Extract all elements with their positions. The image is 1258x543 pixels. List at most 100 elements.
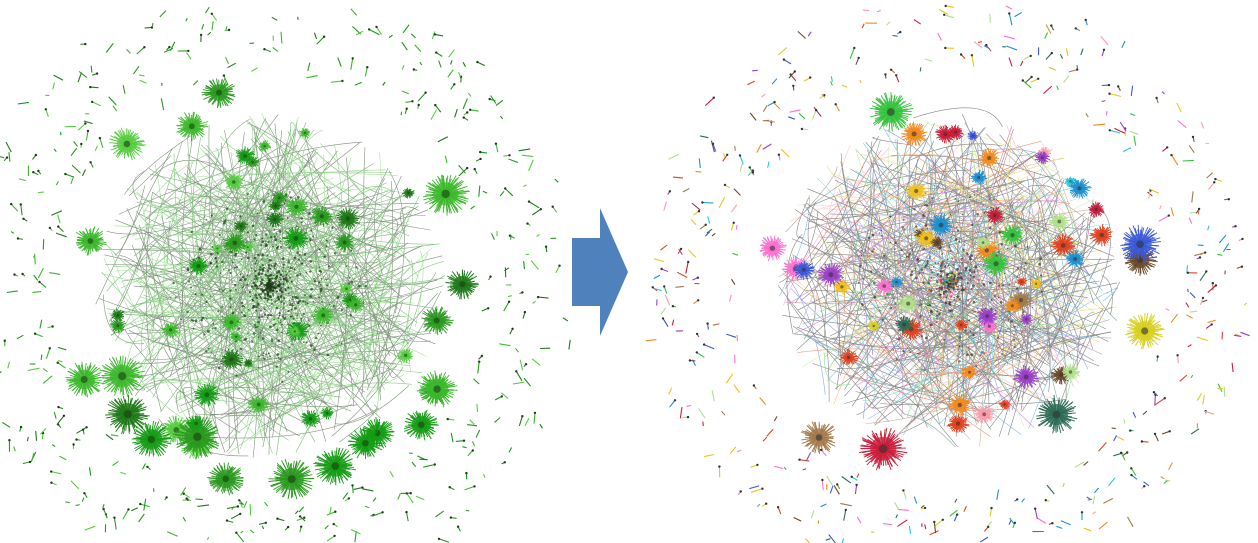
hub-cluster [207,462,244,496]
hub-cluster [948,393,971,416]
hub-cluster [869,92,914,132]
core-edge-mesh [95,113,445,458]
hub-cluster [445,269,480,300]
hub-cluster [934,124,956,144]
hub-cluster [244,358,253,368]
hub-cluster [1062,363,1080,381]
hub-cluster [1124,312,1165,350]
hub-cluster [404,409,439,441]
hub-cluster [109,317,127,334]
hub-cluster [982,250,1010,277]
hub-clusters [759,92,1165,471]
hub-cluster [1034,151,1051,165]
hub-cluster [976,307,998,326]
hub-cluster [930,236,945,249]
hub-cluster [817,262,845,288]
hub-cluster [172,415,219,459]
right-arrow-icon [572,208,628,336]
hub-cluster [288,325,301,337]
outer-fragments [645,4,1250,543]
hub-cluster [220,314,242,331]
hub-cluster [998,399,1011,410]
hub-cluster [915,228,939,249]
hub-cluster [1010,290,1033,311]
hub-cluster [301,409,321,428]
hub-cluster [347,296,365,314]
hub-cluster [245,155,260,168]
hub-cluster [759,235,787,262]
hub-cluster [867,320,881,333]
hub-cluster [973,404,995,424]
hub-cluster [219,348,244,370]
hub-cluster [258,140,272,153]
hub-cluster [900,121,928,147]
hub-cluster [333,232,355,253]
hub-cluster [980,318,997,334]
hub-cluster [1012,364,1040,390]
hub-cluster [1048,212,1071,231]
hub-cluster [895,316,915,334]
hub-cluster [186,415,205,432]
hub-cluster [310,206,333,228]
hub-cluster [416,370,458,408]
hub-cluster [800,421,836,455]
hub-cluster [970,169,987,185]
hub-cluster [1036,394,1078,434]
panel-before-green-network [0,6,571,543]
hub-cluster [105,394,150,435]
hub-cluster [194,382,221,407]
hub-cluster [339,283,353,295]
hub-cluster [176,111,209,142]
hub-cluster [1088,201,1105,218]
hub-cluster [234,220,249,233]
hub-cluster [1089,223,1113,247]
hub-cluster [1050,233,1076,257]
hub-cluster [890,276,904,288]
hub-cluster [423,174,470,216]
hub-cluster [224,173,244,190]
hub-cluster [268,459,315,500]
hub-cluster [1065,176,1077,187]
hub-cluster [347,427,384,460]
hub-cluster [201,78,236,109]
hub-cluster [75,226,107,256]
hub-cluster [967,130,978,141]
hub-cluster [65,361,105,398]
hub-cluster [265,212,285,228]
hub-cluster [1003,298,1020,314]
hub-cluster [131,420,172,457]
hub-cluster [976,236,991,250]
hub-cluster [397,348,414,364]
hub-cluster [108,127,146,161]
hub-clusters [65,78,480,500]
hub-cluster [235,146,256,166]
hub-cluster [268,199,283,213]
hub-cluster [401,187,415,199]
hub-cluster [230,331,243,342]
hub-cluster [946,124,965,140]
hub-cluster [212,244,223,254]
hub-cluster [874,278,893,296]
hub-cluster [1120,224,1161,264]
hub-cluster [298,128,311,139]
hub-cluster [311,305,333,326]
hub-cluster [421,306,454,336]
hub-cluster [222,232,248,254]
hub-cluster [1020,313,1033,325]
hub-cluster [247,396,270,415]
hub-cluster [320,406,334,420]
panel-after-colored-network [645,4,1250,543]
hub-cluster [110,308,125,322]
hub-cluster [839,348,859,366]
hub-cluster [859,427,908,471]
hub-cluster [928,212,953,237]
hub-cluster [906,180,929,201]
hub-cluster [1068,178,1092,199]
hub-cluster [1000,224,1024,246]
hub-cluster [978,147,999,168]
hub-cluster [335,207,360,230]
hub-cluster [188,257,209,276]
hub-cluster [99,355,146,398]
